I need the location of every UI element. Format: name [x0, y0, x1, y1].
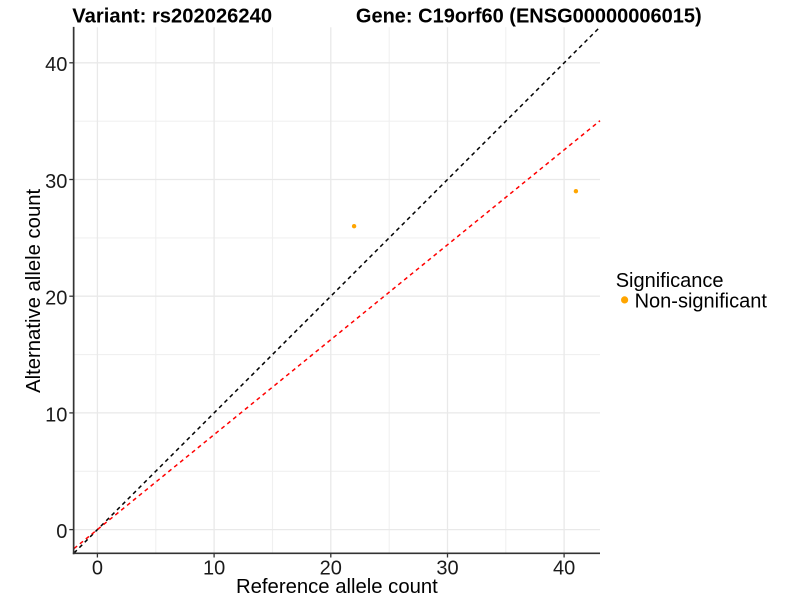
- svg-text:40: 40: [45, 54, 67, 76]
- svg-text:10: 10: [203, 558, 225, 580]
- svg-text:Non-significant: Non-significant: [635, 290, 768, 312]
- svg-text:Variant: rs202026240: Variant: rs202026240: [72, 6, 272, 28]
- svg-text:0: 0: [92, 558, 103, 580]
- svg-text:20: 20: [320, 558, 342, 580]
- svg-text:40: 40: [553, 558, 575, 580]
- svg-text:Significance: Significance: [616, 270, 724, 292]
- svg-text:Gene: C19orf60 (ENSG0000000601: Gene: C19orf60 (ENSG00000006015): [356, 6, 702, 28]
- svg-text:Reference allele count: Reference allele count: [236, 576, 438, 598]
- svg-text:Alternative allele count: Alternative allele count: [23, 189, 45, 393]
- svg-text:10: 10: [45, 404, 67, 426]
- svg-text:30: 30: [45, 171, 67, 193]
- svg-text:20: 20: [45, 288, 67, 310]
- svg-text:0: 0: [56, 521, 67, 543]
- svg-text:30: 30: [436, 558, 458, 580]
